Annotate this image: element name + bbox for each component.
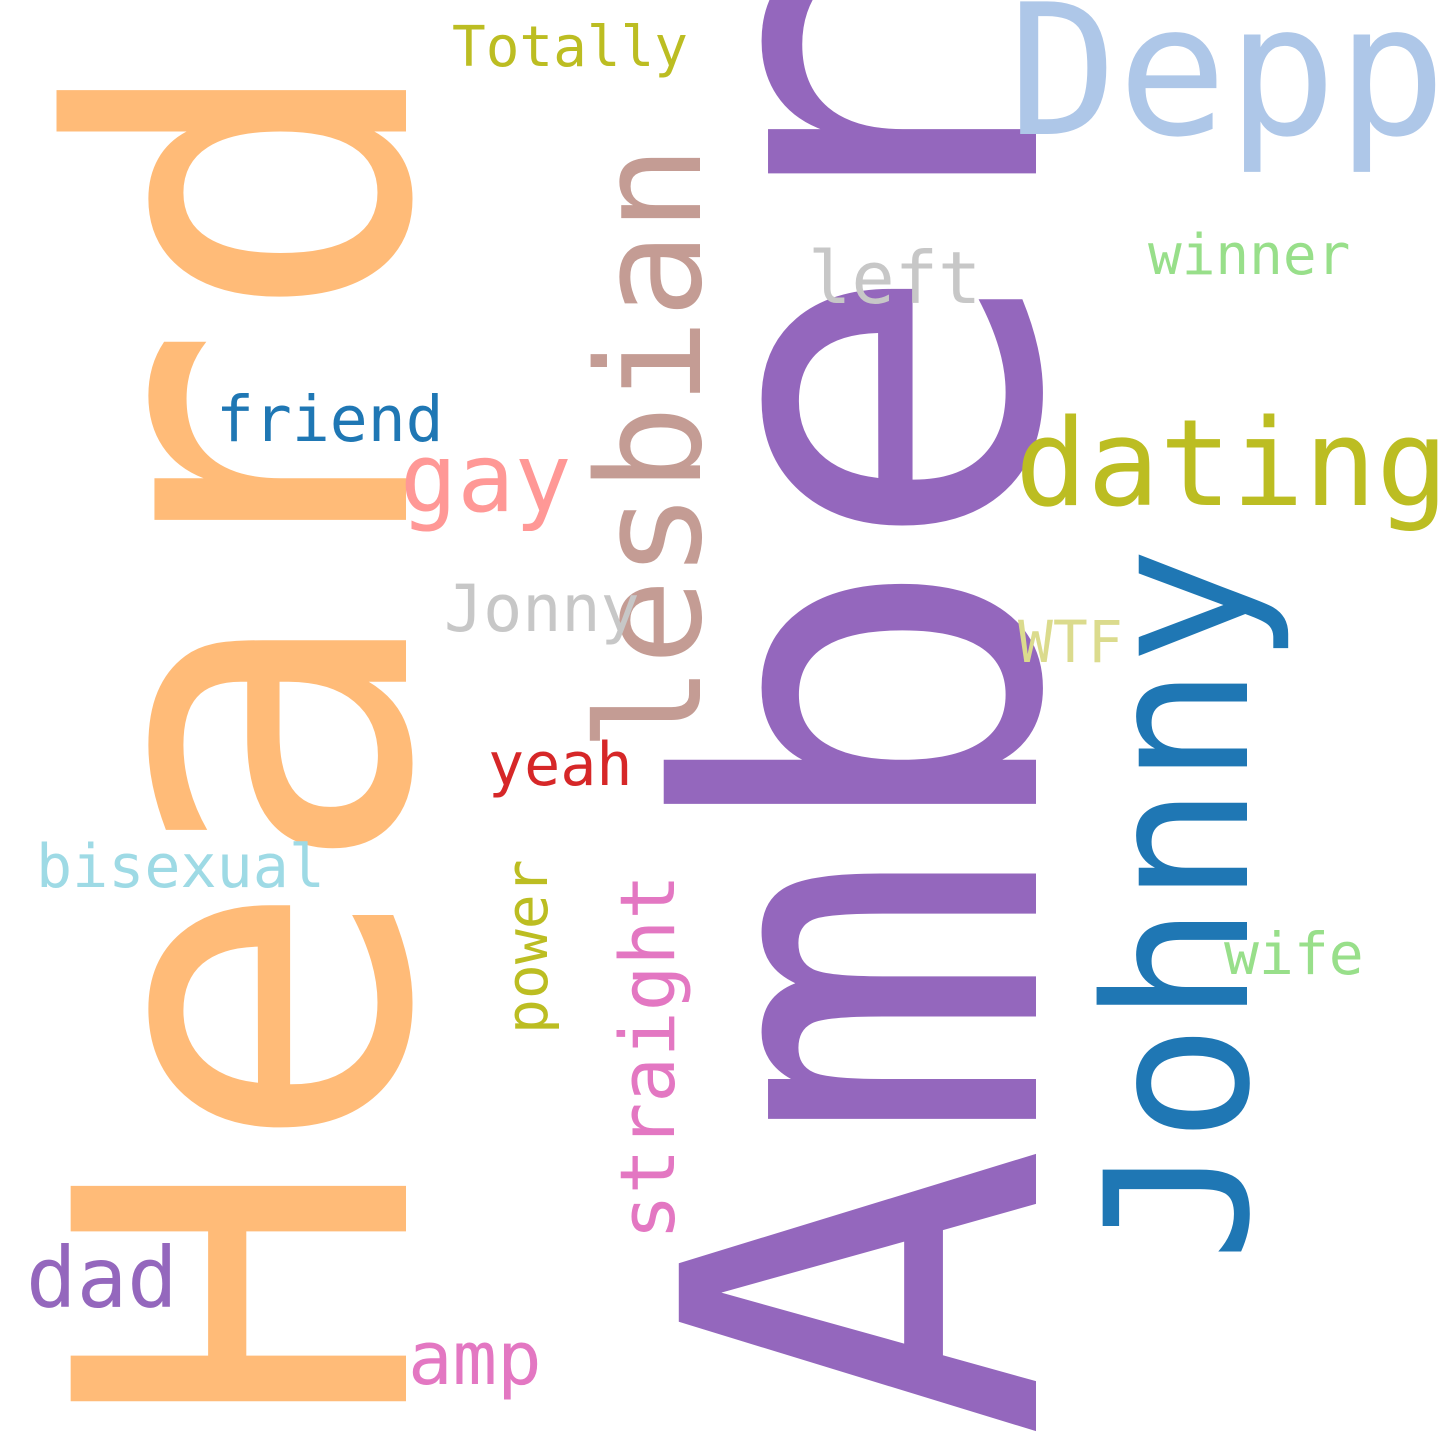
word-wife: wife — [1224, 920, 1364, 988]
word-straight: straight — [603, 873, 692, 1240]
word-wtf: WTF — [1018, 608, 1123, 676]
word-dad: dad — [26, 1229, 178, 1327]
word-bisexual: bisexual — [36, 832, 325, 902]
word-gay: gay — [400, 424, 572, 534]
word-heard: Heard — [0, 47, 515, 1432]
word-yeah: yeah — [488, 730, 633, 800]
word-power: power — [493, 859, 561, 1034]
word-friend: friend — [216, 383, 444, 456]
word-left: left — [808, 236, 982, 320]
word-amp: amp — [408, 1316, 542, 1402]
word-totally: Totally — [452, 15, 689, 80]
word-depp: Depp — [1008, 0, 1440, 177]
word-johnny: Johnny — [1063, 546, 1294, 1262]
word-winner: winner — [1148, 223, 1351, 288]
word-lesbian: lesbian — [566, 145, 734, 752]
word-dating: dating — [1015, 395, 1440, 534]
word-jonny: Jonny — [444, 572, 640, 647]
